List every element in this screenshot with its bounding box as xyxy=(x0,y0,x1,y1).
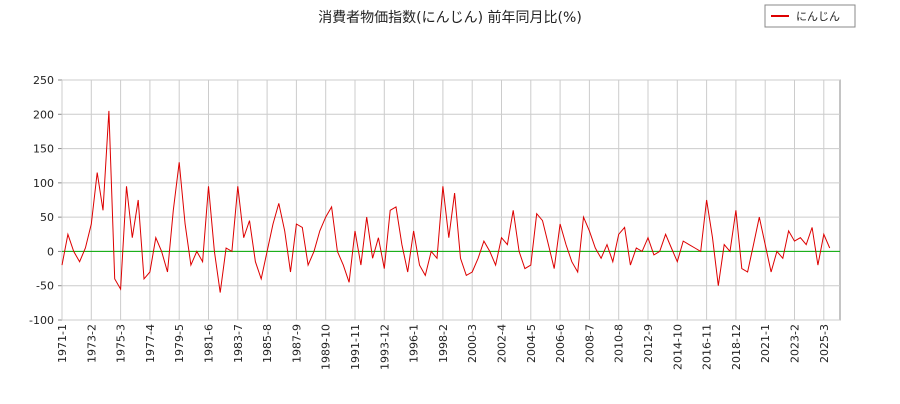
x-tick-label: 2021-1 xyxy=(759,324,772,363)
x-tick-label: 2014-10 xyxy=(671,324,684,370)
legend xyxy=(764,4,856,28)
x-tick-label: 1991-11 xyxy=(349,324,362,370)
legend-label: にんじん xyxy=(796,10,840,23)
chart-title: 消費者物価指数(にんじん) 前年同月比(%) xyxy=(318,9,582,26)
y-tick-label: 200 xyxy=(33,108,54,121)
x-tick-label: 1996-1 xyxy=(408,324,421,363)
x-tick-label: 2018-12 xyxy=(730,324,743,370)
x-tick-label: 1973-2 xyxy=(85,324,98,363)
x-tick-label: 1989-10 xyxy=(320,324,333,370)
x-tick-label: 1981-6 xyxy=(203,324,216,363)
y-tick-label: 100 xyxy=(33,177,54,190)
data-line xyxy=(61,110,831,293)
x-tick-label: 2025-3 xyxy=(818,324,831,363)
y-tick-label: 50 xyxy=(40,211,54,224)
x-tick-label: 2010-8 xyxy=(613,324,626,363)
y-tick-label: 150 xyxy=(33,143,54,156)
x-tick-label: 1993-12 xyxy=(378,324,391,370)
x-tick-label: 2004-5 xyxy=(525,324,538,363)
x-tick-label: 2002-4 xyxy=(496,324,509,363)
y-tick-label: -100 xyxy=(29,314,54,327)
x-tick-label: 1983-7 xyxy=(232,324,245,363)
x-tick-label: 1975-3 xyxy=(115,324,128,363)
x-tick-label: 1985-8 xyxy=(261,324,274,363)
y-tick-label: 250 xyxy=(33,74,54,87)
x-tick-label: 2012-9 xyxy=(642,324,655,363)
x-tick-label: 2023-2 xyxy=(789,324,802,363)
x-tick-label: 1998-2 xyxy=(437,324,450,363)
x-tick-label: 1971-1 xyxy=(56,324,69,363)
x-tick-label: 2008-7 xyxy=(583,324,596,363)
x-tick-label: 1987-9 xyxy=(290,324,303,363)
x-tick-label: 1979-5 xyxy=(173,324,186,363)
x-tick-label: 1977-4 xyxy=(144,324,157,363)
x-tick-label: 2000-3 xyxy=(466,324,479,363)
y-tick-label: -50 xyxy=(36,280,54,293)
x-tick-label: 2016-11 xyxy=(701,324,714,370)
x-tick-label: 2006-6 xyxy=(554,324,567,363)
y-tick-label: 0 xyxy=(47,245,54,258)
